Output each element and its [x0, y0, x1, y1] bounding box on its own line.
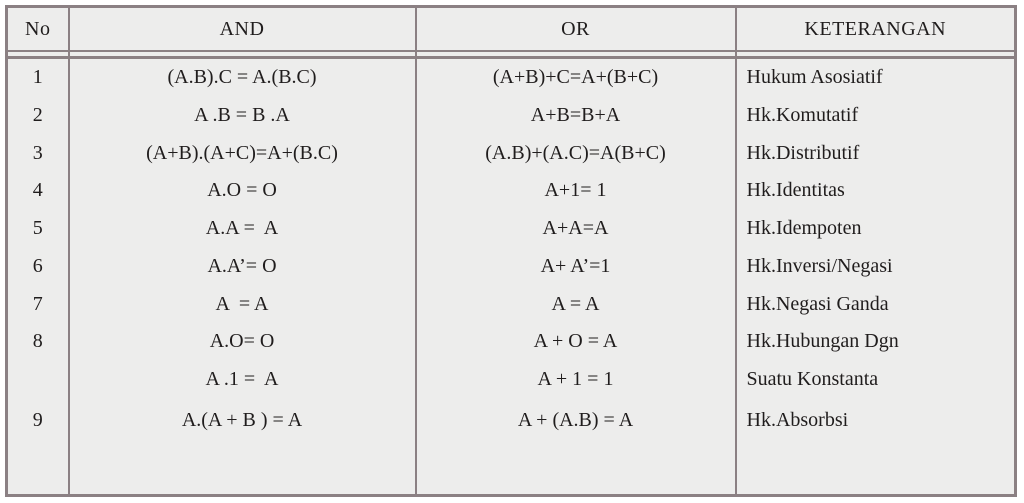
cell-or: A+A=A [415, 209, 737, 248]
cell-keterangan: Hk.Negasi Ganda [746, 292, 889, 315]
cell-keterangan: Hk.Inversi/Negasi [746, 254, 893, 277]
cell-keterangan: Hk.Hubungan Dgn [746, 330, 899, 353]
cell-no: 6 [6, 247, 70, 286]
cell-keterangan: Hk.Komutatif [746, 104, 859, 127]
cell-no: 4 [6, 172, 70, 210]
column-header-and: AND [68, 6, 417, 52]
cell-and: A.O = O [68, 172, 417, 210]
cell-or: (A.B)+(A.C)=A(B+C) [415, 134, 737, 173]
cell-keterangan: Hk.Absorbsi [746, 408, 849, 431]
table-row: 5 A.A = A A+A=A Hk.Idempoten [6, 209, 1016, 248]
cell-no [6, 360, 70, 399]
table-row: A .1 = A A + 1 = 1 Suatu Konstanta [6, 360, 1016, 399]
cell-and: A.A’= O [68, 247, 417, 286]
cell-and: (A.B).C = A.(B.C) [68, 57, 417, 97]
column-header-keterangan: KETERANGAN [735, 6, 1016, 52]
table-row: 4 A.O = O A+1= 1 Hk.Identitas [6, 172, 1016, 210]
table-row: 9 A.(A + B ) = A A + (A.B) = A Hk.Absorb… [6, 398, 1016, 442]
cell-no: 5 [6, 209, 70, 248]
header-separator-double-line [6, 51, 1016, 60]
cell-or: A + (A.B) = A [415, 398, 737, 442]
cell-and: A.O= O [68, 322, 417, 361]
cell-and: A = A [68, 285, 417, 323]
boolean-laws-table: No AND OR KETERANGAN 1 (A.B).C = A.(B.C)… [5, 5, 1017, 497]
table-row: 3 (A+B).(A+C)=A+(B.C) (A.B)+(A.C)=A(B+C)… [6, 134, 1016, 173]
table-row: 2 A .B = B .A A+B=B+A Hk.Komutatif [6, 96, 1016, 135]
cell-or: (A+B)+C=A+(B+C) [415, 57, 737, 97]
empty-filler-row [6, 441, 1016, 496]
cell-or: A+ A’=1 [415, 247, 737, 286]
cell-no: 8 [6, 322, 70, 361]
cell-or: A+1= 1 [415, 172, 737, 210]
cell-no: 2 [6, 96, 70, 135]
cell-and: A.(A + B ) = A [68, 398, 417, 442]
cell-keterangan: Suatu Konstanta [746, 367, 879, 390]
cell-no: 7 [6, 285, 70, 323]
cell-no: 9 [6, 398, 70, 442]
header-row: No AND OR KETERANGAN [6, 6, 1016, 52]
column-header-or: OR [415, 6, 737, 52]
cell-and: (A+B).(A+C)=A+(B.C) [68, 134, 417, 173]
cell-keterangan: Hk.Identitas [746, 179, 845, 202]
table-row: 1 (A.B).C = A.(B.C) (A+B)+C=A+(B+C) Huku… [6, 57, 1016, 97]
table-row: 6 A.A’= O A+ A’=1 Hk.Inversi/Negasi [6, 247, 1016, 286]
cell-or: A + O = A [415, 322, 737, 361]
cell-keterangan: Hk.Distributif [746, 141, 860, 164]
table-row: 8 A.O= O A + O = A Hk.Hubungan Dgn [6, 322, 1016, 361]
cell-or: A = A [415, 285, 737, 323]
table-row: 7 A = A A = A Hk.Negasi Ganda [6, 285, 1016, 323]
cell-keterangan: Hk.Idempoten [746, 217, 862, 240]
cell-keterangan: Hukum Asosiatif [746, 66, 883, 89]
cell-no: 1 [6, 57, 70, 97]
cell-no: 3 [6, 134, 70, 173]
cell-and: A .1 = A [68, 360, 417, 399]
cell-or: A + 1 = 1 [415, 360, 737, 399]
cell-and: A .B = B .A [68, 96, 417, 135]
column-header-no: No [6, 6, 70, 52]
cell-and: A.A = A [68, 209, 417, 248]
cell-or: A+B=B+A [415, 96, 737, 135]
